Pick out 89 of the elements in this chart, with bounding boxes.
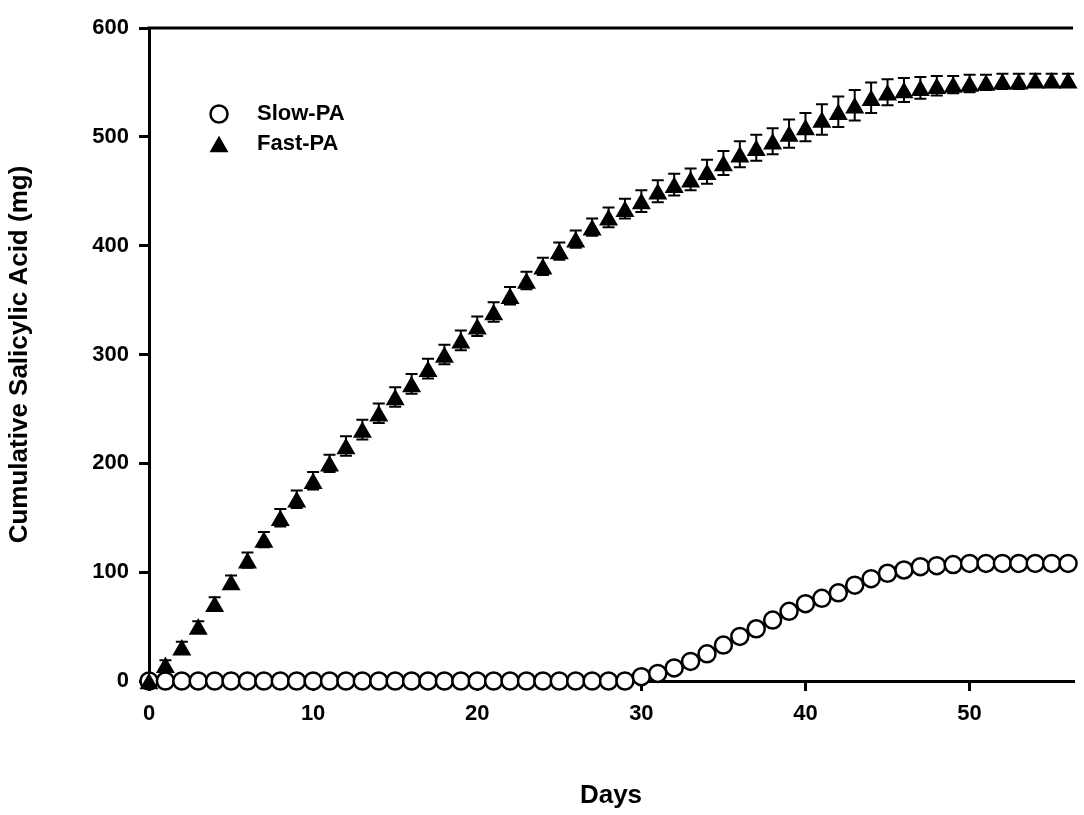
point: [910, 79, 930, 97]
point: [845, 97, 865, 114]
point: [664, 176, 684, 193]
y-tick-label: 200: [92, 449, 129, 475]
point: [812, 588, 832, 609]
point: [352, 671, 373, 691]
point: [828, 103, 848, 121]
point: [582, 671, 602, 691]
point: [943, 554, 963, 575]
point: [713, 154, 733, 172]
point: [697, 644, 717, 664]
point: [746, 619, 766, 639]
legend-label: Slow-PA: [257, 100, 345, 126]
point: [303, 671, 323, 691]
point: [483, 671, 504, 691]
point: [927, 555, 947, 576]
point: [697, 163, 717, 180]
y-axis-title: Cumulative Salicylic Acid (mg): [2, 165, 33, 544]
point: [549, 671, 570, 691]
point: [401, 671, 422, 691]
point: [812, 111, 832, 128]
x-axis-title: Days: [579, 778, 643, 809]
point: [779, 125, 799, 142]
point: [746, 139, 766, 156]
point: [254, 671, 274, 691]
point: [286, 671, 307, 691]
point: [713, 635, 734, 655]
point: [730, 146, 750, 163]
point: [188, 671, 208, 691]
point: [730, 626, 750, 647]
point: [500, 671, 520, 691]
point: [565, 671, 586, 691]
point: [779, 601, 799, 622]
point: [680, 651, 701, 672]
point: [894, 81, 914, 99]
point: [319, 671, 340, 691]
y-tick-label: 500: [92, 122, 129, 148]
x-tick-label: 0: [142, 700, 156, 726]
point: [434, 671, 455, 691]
y-tick-label: 400: [92, 231, 129, 257]
point: [992, 553, 1013, 574]
x-tick-label: 10: [300, 700, 326, 726]
y-tick-label: 0: [116, 667, 129, 693]
point: [763, 132, 783, 150]
point: [861, 568, 881, 589]
point: [878, 83, 898, 101]
x-tick-label: 40: [793, 700, 818, 726]
point: [861, 89, 881, 106]
y-tick-label: 100: [92, 558, 129, 584]
point: [237, 671, 258, 691]
point: [418, 671, 438, 691]
point: [221, 671, 241, 691]
point: [648, 183, 668, 200]
y-tick-label: 300: [92, 340, 129, 366]
point: [369, 671, 389, 691]
x-tick-label: 30: [629, 700, 654, 726]
x-tick-label: 50: [957, 700, 982, 726]
point: [204, 671, 225, 691]
point: [795, 118, 815, 136]
point: [631, 666, 652, 687]
point: [533, 671, 553, 691]
point: [894, 560, 914, 580]
point: [976, 553, 996, 574]
point: [516, 671, 537, 691]
legend-label: Fast-PA: [257, 130, 339, 156]
point: [172, 671, 192, 691]
point: [681, 171, 701, 188]
point: [385, 671, 405, 691]
point: [270, 671, 291, 691]
point: [1025, 553, 1045, 574]
point: [598, 671, 619, 691]
point: [336, 671, 356, 691]
point: [910, 556, 931, 577]
point: [615, 671, 635, 691]
point: [1041, 553, 1062, 574]
point: [1009, 553, 1029, 574]
point: [959, 553, 980, 574]
point: [664, 658, 684, 678]
point: [467, 671, 487, 691]
y-tick-label: 600: [92, 14, 129, 40]
point: [795, 593, 816, 614]
point: [877, 563, 898, 584]
x-tick-label: 20: [465, 700, 490, 726]
point: [451, 671, 471, 691]
point: [648, 663, 668, 684]
point: [762, 610, 783, 630]
point: [844, 575, 865, 595]
point: [1058, 553, 1078, 574]
point: [828, 583, 849, 603]
